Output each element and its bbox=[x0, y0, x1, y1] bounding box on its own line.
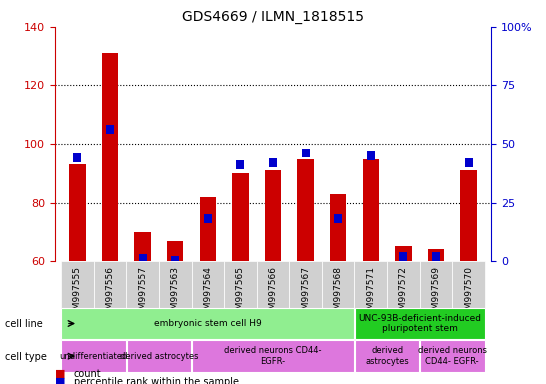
Text: GSM997572: GSM997572 bbox=[399, 266, 408, 321]
Bar bbox=[355, 308, 484, 339]
Text: derived astrocytes: derived astrocytes bbox=[120, 352, 198, 361]
Bar bbox=[139, 254, 147, 261]
Text: UNC-93B-deficient-induced
pluripotent stem: UNC-93B-deficient-induced pluripotent st… bbox=[358, 314, 481, 333]
Text: GSM997564: GSM997564 bbox=[203, 266, 212, 321]
Text: embryonic stem cell H9: embryonic stem cell H9 bbox=[154, 319, 262, 328]
Bar bbox=[452, 261, 485, 369]
Bar bbox=[354, 261, 387, 369]
Bar bbox=[167, 241, 183, 261]
Text: ■: ■ bbox=[55, 369, 65, 379]
Text: GSM997563: GSM997563 bbox=[171, 266, 180, 321]
Text: cell line: cell line bbox=[5, 319, 43, 329]
Bar bbox=[192, 261, 224, 369]
Text: GSM997571: GSM997571 bbox=[366, 266, 375, 321]
Bar bbox=[334, 214, 342, 223]
Bar bbox=[62, 341, 126, 372]
Bar bbox=[460, 170, 477, 261]
Bar bbox=[465, 158, 473, 167]
Bar bbox=[330, 194, 346, 261]
Text: undifferentiated: undifferentiated bbox=[60, 352, 128, 361]
Bar bbox=[106, 125, 114, 134]
Bar bbox=[127, 341, 191, 372]
Bar bbox=[204, 214, 212, 223]
Bar bbox=[126, 261, 159, 369]
Bar bbox=[420, 261, 452, 369]
Bar bbox=[224, 261, 257, 369]
Bar bbox=[62, 308, 354, 339]
Bar bbox=[399, 252, 407, 260]
Bar bbox=[269, 158, 277, 167]
Bar bbox=[94, 261, 126, 369]
Bar bbox=[322, 261, 354, 369]
Bar bbox=[420, 341, 484, 372]
Bar bbox=[232, 173, 248, 261]
Bar bbox=[355, 341, 419, 372]
Text: GSM997570: GSM997570 bbox=[464, 266, 473, 321]
Text: GSM997556: GSM997556 bbox=[105, 266, 115, 321]
Text: derived neurons
CD44- EGFR-: derived neurons CD44- EGFR- bbox=[418, 346, 487, 366]
Bar bbox=[298, 159, 314, 261]
Title: GDS4669 / ILMN_1818515: GDS4669 / ILMN_1818515 bbox=[182, 10, 364, 25]
Bar bbox=[134, 232, 151, 261]
Text: GSM997566: GSM997566 bbox=[269, 266, 277, 321]
Text: derived neurons CD44-
EGFR-: derived neurons CD44- EGFR- bbox=[224, 346, 322, 366]
Bar bbox=[102, 53, 118, 261]
Bar bbox=[73, 153, 81, 162]
Text: GSM997565: GSM997565 bbox=[236, 266, 245, 321]
Bar bbox=[257, 261, 289, 369]
Bar bbox=[61, 261, 94, 369]
Text: GSM997555: GSM997555 bbox=[73, 266, 82, 321]
Bar bbox=[192, 341, 354, 372]
Text: percentile rank within the sample: percentile rank within the sample bbox=[74, 377, 239, 384]
Bar bbox=[363, 159, 379, 261]
Bar bbox=[171, 257, 179, 261]
Text: count: count bbox=[74, 369, 102, 379]
Bar bbox=[69, 164, 86, 261]
Bar bbox=[301, 149, 310, 157]
Bar bbox=[265, 170, 281, 261]
Bar bbox=[159, 261, 192, 369]
Text: derived
astrocytes: derived astrocytes bbox=[365, 346, 409, 366]
Bar bbox=[367, 151, 375, 160]
Bar bbox=[236, 161, 245, 169]
Text: cell type: cell type bbox=[5, 352, 48, 362]
Bar bbox=[200, 197, 216, 261]
Bar bbox=[432, 252, 440, 260]
Bar bbox=[395, 247, 412, 261]
Text: GSM997567: GSM997567 bbox=[301, 266, 310, 321]
Text: GSM997569: GSM997569 bbox=[431, 266, 441, 321]
Bar bbox=[289, 261, 322, 369]
Text: GSM997557: GSM997557 bbox=[138, 266, 147, 321]
Text: ■: ■ bbox=[55, 377, 65, 384]
Bar bbox=[387, 261, 420, 369]
Text: GSM997568: GSM997568 bbox=[334, 266, 343, 321]
Bar bbox=[428, 250, 444, 261]
